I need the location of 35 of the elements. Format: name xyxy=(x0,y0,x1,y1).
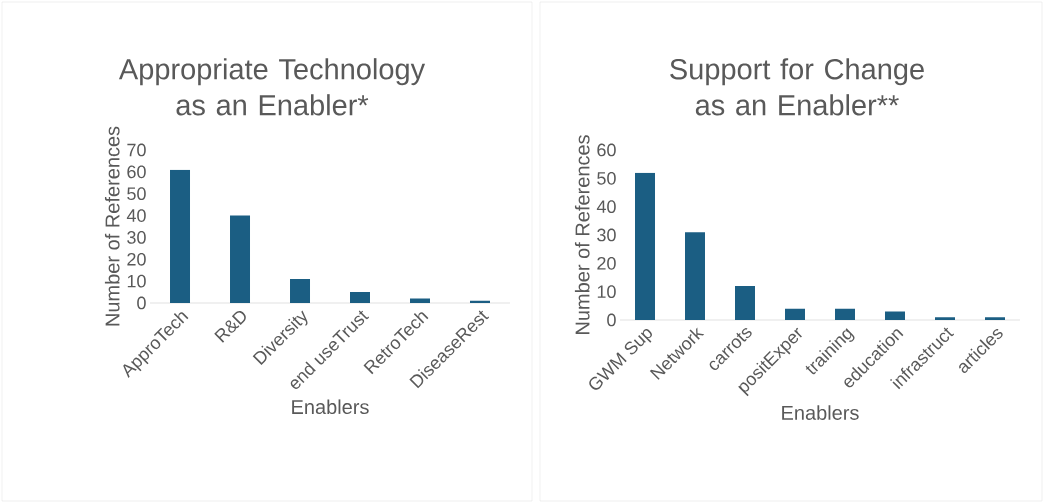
y-axis-title: Number of References xyxy=(574,135,590,334)
x-axis-title: Enablers xyxy=(292,399,369,415)
bar xyxy=(685,232,705,320)
bar xyxy=(290,278,311,303)
y-tick-label: 0 xyxy=(607,313,616,327)
y-tick-label: 60 xyxy=(127,165,146,179)
y-tick-label: 0 xyxy=(137,296,146,310)
chart-title: Support for Change as an Enabler** xyxy=(670,58,924,116)
x-axis-title: Enablers xyxy=(782,405,859,420)
y-tick-label: 10 xyxy=(597,285,616,299)
y-tick-label: 20 xyxy=(127,252,146,266)
y-tick-label: 40 xyxy=(596,200,616,214)
bar xyxy=(935,317,955,320)
y-tick-label: 30 xyxy=(597,228,616,242)
chart-title: Appropriate Technology as an Enabler* xyxy=(118,58,426,116)
bar xyxy=(635,172,656,320)
bar xyxy=(350,292,370,303)
bar xyxy=(785,308,805,320)
y-tick-label: 30 xyxy=(127,231,146,244)
bar xyxy=(170,169,191,303)
y-tick-label: 40 xyxy=(126,209,146,222)
bar xyxy=(470,300,490,303)
y-tick-label: 50 xyxy=(597,171,616,185)
y-tick-label: 70 xyxy=(127,143,146,157)
bar xyxy=(835,308,855,320)
y-tick-label: 10 xyxy=(127,274,146,288)
bar xyxy=(985,317,1005,320)
bar xyxy=(885,311,905,320)
y-axis-title: Number of References xyxy=(104,126,120,326)
bar xyxy=(230,215,251,303)
y-tick-label: 20 xyxy=(597,256,616,270)
y-tick-label: 50 xyxy=(127,187,146,201)
bar xyxy=(410,298,430,303)
bar xyxy=(735,285,755,320)
y-tick-label: 60 xyxy=(597,143,616,157)
